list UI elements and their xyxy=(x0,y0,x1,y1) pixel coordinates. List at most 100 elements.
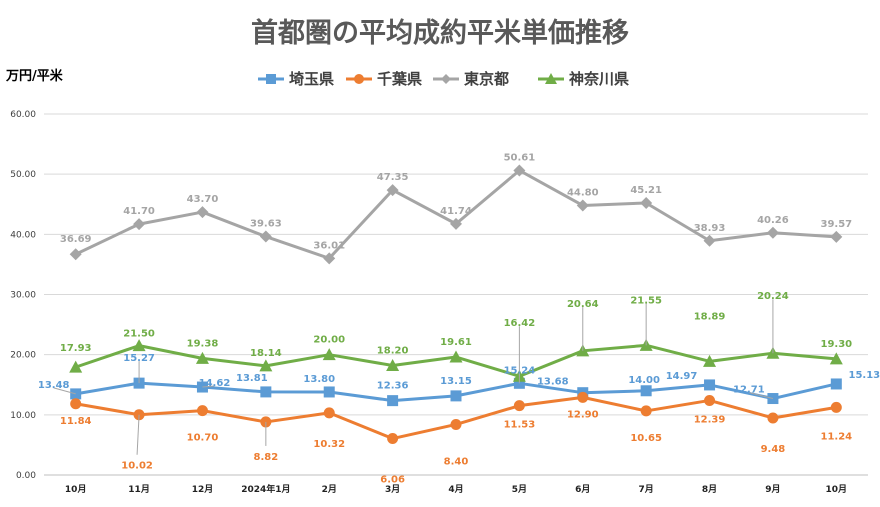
x-tick-label: 5月 xyxy=(512,484,527,495)
triangle-marker xyxy=(703,354,717,367)
diamond-marker xyxy=(450,217,462,230)
circle-marker xyxy=(830,401,842,413)
triangle-marker xyxy=(132,339,146,352)
data-label: 13.80 xyxy=(303,374,335,385)
circle-marker xyxy=(323,407,335,419)
legend: 埼玉県 千葉県 東京都 神奈川県 xyxy=(258,70,629,88)
diamond-marker xyxy=(766,226,779,239)
data-label: 15.13 xyxy=(848,370,880,381)
data-label-leaders xyxy=(53,299,774,455)
x-axis-ticks: 10月 11月 12月 2024年1月 2月 3月 4月 5月 6月 7月 8月 9月 10月 xyxy=(65,483,847,495)
y-tick-label: 30.00 xyxy=(10,291,36,301)
triangle-marker xyxy=(449,350,463,363)
diamond-marker xyxy=(576,199,589,212)
data-label: 36.01 xyxy=(313,240,345,251)
data-label: 18.14 xyxy=(250,348,282,359)
data-label: 13.15 xyxy=(440,376,472,387)
data-label: 10.65 xyxy=(630,433,662,444)
data-label: 15.24 xyxy=(504,365,536,376)
x-tick-label: 7月 xyxy=(639,484,654,495)
x-tick-label: 2月 xyxy=(322,484,337,495)
circle-marker xyxy=(577,391,589,403)
x-tick-label: 11月 xyxy=(128,484,150,495)
triangle-marker xyxy=(386,358,400,371)
data-label: 12.90 xyxy=(567,409,599,420)
legend-label: 神奈川県 xyxy=(569,70,629,88)
chart-title: 首都圏の平均成約平米単価推移 xyxy=(251,17,629,49)
data-label: 14.00 xyxy=(628,375,660,386)
triangle-marker xyxy=(259,359,273,372)
data-labels: 13.48 15.27 14.62 13.81 13.80 12.36 13.15 15.24… xyxy=(38,152,880,485)
data-label: 9.48 xyxy=(761,444,786,455)
circle-marker xyxy=(513,400,525,412)
circle-marker xyxy=(767,412,779,424)
triangle-marker xyxy=(195,351,209,364)
square-marker xyxy=(830,378,842,390)
diamond-marker xyxy=(703,234,716,247)
data-label: 39.57 xyxy=(820,219,852,230)
data-label: 10.02 xyxy=(121,461,153,472)
leader-line xyxy=(136,414,140,455)
data-label: 13.48 xyxy=(38,380,70,391)
data-label: 19.30 xyxy=(820,339,852,350)
y-tick-label: 50.00 xyxy=(10,170,36,180)
data-label: 47.35 xyxy=(377,172,409,183)
data-label: 41.70 xyxy=(123,206,155,217)
data-label: 17.93 xyxy=(60,343,92,354)
diamond-marker xyxy=(513,164,526,177)
gridlines xyxy=(44,113,868,476)
square-marker xyxy=(450,390,462,402)
diamond-marker xyxy=(441,74,451,84)
data-label: 45.21 xyxy=(630,185,662,196)
square-marker xyxy=(323,386,335,398)
data-label: 12.39 xyxy=(694,414,726,425)
y-tick-label: 40.00 xyxy=(10,230,36,240)
x-tick-label: 6月 xyxy=(575,484,590,495)
triangle-marker xyxy=(545,73,557,84)
data-label: 41.74 xyxy=(440,206,472,217)
diamond-marker xyxy=(386,184,399,197)
data-label: 43.70 xyxy=(187,194,219,205)
data-label: 18.89 xyxy=(694,311,726,322)
x-tick-label: 4月 xyxy=(448,484,463,495)
x-tick-label: 12月 xyxy=(192,484,214,495)
data-label: 14.62 xyxy=(199,378,231,389)
x-tick-label: 3月 xyxy=(385,484,400,495)
square-marker xyxy=(387,395,399,407)
data-label: 11.24 xyxy=(820,431,852,442)
y-tick-label: 60.00 xyxy=(10,110,36,120)
data-label: 11.53 xyxy=(504,420,536,431)
data-label: 40.26 xyxy=(757,215,789,226)
data-label: 8.82 xyxy=(254,452,279,463)
data-label: 21.55 xyxy=(630,295,662,306)
x-tick-label: 8月 xyxy=(702,484,717,495)
circle-marker xyxy=(354,74,364,84)
square-marker xyxy=(704,379,716,391)
legend-label: 千葉県 xyxy=(377,70,422,88)
x-tick-label: 9月 xyxy=(765,484,780,495)
data-label: 10.70 xyxy=(187,433,219,444)
diamond-marker xyxy=(259,230,272,243)
leader-line xyxy=(53,387,76,395)
circle-marker xyxy=(640,405,652,417)
data-label: 39.63 xyxy=(250,219,282,230)
data-label: 15.27 xyxy=(123,353,155,364)
circle-marker xyxy=(196,405,208,417)
data-label: 44.80 xyxy=(567,187,599,198)
circle-marker xyxy=(387,433,399,445)
leader-line xyxy=(748,392,774,400)
x-tick-label: 10月 xyxy=(65,484,87,495)
diamond-marker xyxy=(640,196,653,209)
y-tick-label: 0.00 xyxy=(16,471,36,481)
y-axis-unit-label: 万円/平米 xyxy=(5,68,64,84)
square-marker xyxy=(260,386,272,398)
y-tick-label: 20.00 xyxy=(10,351,36,361)
circle-marker xyxy=(704,394,716,406)
y-tick-label: 10.00 xyxy=(10,411,36,421)
y-axis-ticks: 0.00 10.00 20.00 30.00 40.00 50.00 60.00 xyxy=(10,110,36,481)
data-label: 50.61 xyxy=(504,152,536,163)
data-label: 19.61 xyxy=(440,337,472,348)
circle-marker xyxy=(70,398,82,410)
diamond-marker xyxy=(323,252,336,265)
